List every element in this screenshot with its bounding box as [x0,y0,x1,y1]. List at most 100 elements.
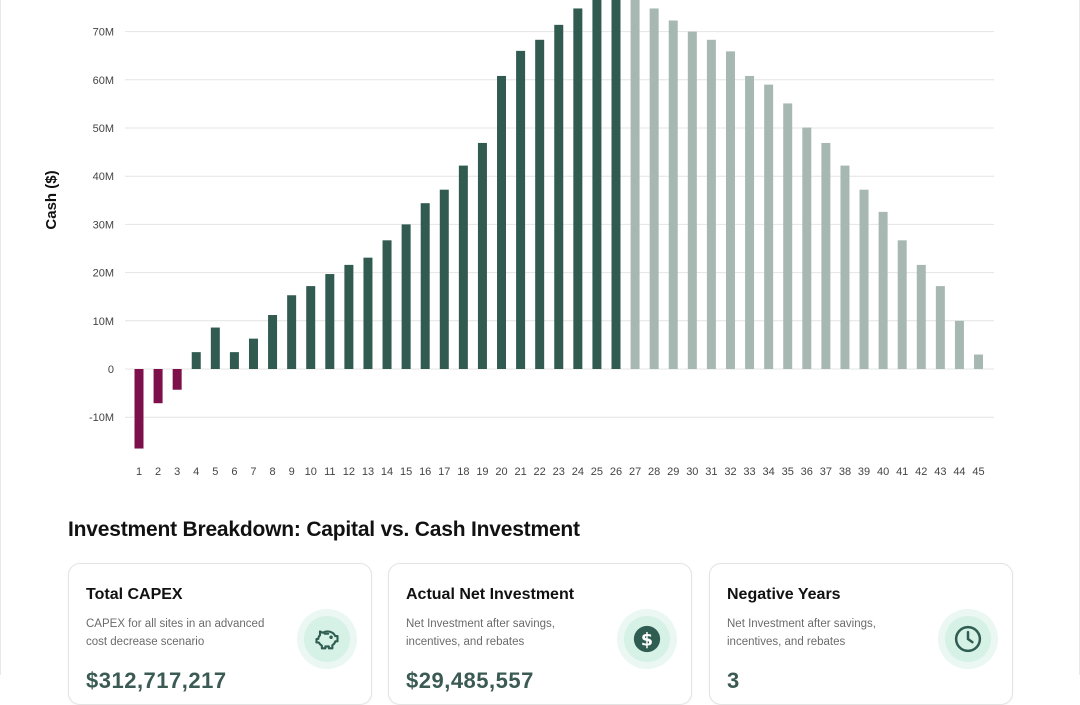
bar-year-27[interactable] [630,0,640,369]
bar-year-40[interactable] [878,211,888,369]
x-tick-label: 8 [269,466,275,478]
bar-year-9[interactable] [287,295,297,369]
x-tick-label: 13 [362,466,374,478]
bar-year-23[interactable] [554,24,564,369]
bar-year-2[interactable] [153,369,163,404]
bar-year-33[interactable] [745,75,755,369]
x-tick-label: 34 [763,466,775,478]
x-tick-label: 42 [915,466,927,478]
svg-text:$: $ [641,630,653,650]
card-title: Actual Net Investment [406,586,575,603]
x-tick-label: 39 [858,466,870,478]
x-tick-label: 40 [877,466,889,478]
total-capex-card: Total CAPEX CAPEX for all sites in an ad… [68,563,372,705]
x-tick-label: 36 [801,466,813,478]
bar-year-1[interactable] [134,369,144,449]
x-tick-label: 25 [591,466,603,478]
clock-icon [938,609,998,669]
x-tick-label: 5 [212,466,218,478]
bar-year-5[interactable] [210,327,220,369]
x-tick-label: 19 [476,466,488,478]
x-tick-label: 12 [343,466,355,478]
bar-year-25[interactable] [592,0,602,369]
bar-year-44[interactable] [954,320,964,369]
bar-year-17[interactable] [439,189,449,369]
bar-year-8[interactable] [268,315,278,369]
bar-year-6[interactable] [229,352,239,369]
x-tick-label: 32 [724,466,736,478]
x-tick-label: 38 [839,466,851,478]
bar-year-13[interactable] [363,257,373,369]
bar-year-36[interactable] [802,127,812,370]
x-tick-label: 45 [972,466,984,478]
x-tick-label: 23 [553,466,565,478]
x-tick-label: 24 [572,466,584,478]
card-value: $29,485,557 [406,668,534,693]
bar-year-28[interactable] [649,8,659,370]
bar-year-32[interactable] [725,51,735,370]
x-tick-label: 4 [193,466,199,478]
x-tick-label: 11 [324,466,335,478]
card-value: $312,717,217 [86,668,227,693]
bar-year-26[interactable] [611,0,621,369]
x-tick-label: 44 [953,466,965,478]
bar-year-22[interactable] [535,39,545,369]
x-tick-label: 7 [250,466,256,478]
bar-year-41[interactable] [897,240,907,369]
bar-year-31[interactable] [706,39,716,369]
bar-year-29[interactable] [668,20,678,369]
piggy-bank-icon [297,609,357,669]
bar-year-16[interactable] [420,203,430,369]
page-frame-left [0,0,1,675]
x-tick-label: 26 [610,466,622,478]
actual-net-investment-card: Actual Net Investment Net Investment aft… [388,563,692,705]
bar-year-45[interactable] [974,354,984,369]
bar-year-37[interactable] [821,142,831,369]
bar-year-19[interactable] [477,142,487,369]
x-tick-label: 14 [381,466,393,478]
x-tick-label: 1 [136,466,142,478]
x-tick-label: 33 [743,466,755,478]
x-tick-label: 43 [934,466,946,478]
y-tick-label: -10M [89,412,114,424]
x-tick-label: 29 [667,466,679,478]
card-description: CAPEX for all sites in an advanced cost … [86,618,265,648]
x-tick-label: 3 [174,466,180,478]
bar-year-7[interactable] [248,338,258,369]
bar-year-39[interactable] [859,189,869,369]
bar-year-30[interactable] [687,31,697,369]
x-tick-label: 27 [629,466,641,478]
bar-year-12[interactable] [344,264,354,369]
bar-year-14[interactable] [382,240,392,369]
x-tick-label: 22 [534,466,546,478]
x-tick-label: 17 [438,466,450,478]
bar-year-21[interactable] [516,50,526,369]
x-tick-label: 2 [155,466,161,478]
bar-year-4[interactable] [191,352,201,369]
bar-year-38[interactable] [840,165,850,369]
x-tick-label: 20 [495,466,507,478]
section-title: Investment Breakdown: Capital vs. Cash I… [68,518,580,541]
bar-year-34[interactable] [764,84,774,370]
bar-year-43[interactable] [935,286,945,369]
bar-year-10[interactable] [306,286,316,369]
x-tick-label: 37 [820,466,832,478]
y-tick-label: 30M [93,219,114,231]
x-tick-label: 35 [782,466,794,478]
y-tick-label: 40M [93,171,114,183]
bar-year-42[interactable] [916,264,926,369]
bar-year-15[interactable] [401,224,411,369]
bar-year-24[interactable] [573,8,583,370]
bar-year-3[interactable] [172,369,182,390]
bar-year-35[interactable] [783,103,793,370]
y-tick-label: 20M [93,268,114,280]
dollar-coin-icon: $ [617,609,677,669]
bar-year-20[interactable] [497,75,507,369]
x-tick-label: 6 [231,466,237,478]
bar-year-18[interactable] [458,165,468,369]
x-tick-label: 41 [896,466,908,478]
card-value: 3 [727,668,740,693]
y-axis-title: Cash ($) [43,170,60,230]
bar-year-11[interactable] [325,274,335,369]
